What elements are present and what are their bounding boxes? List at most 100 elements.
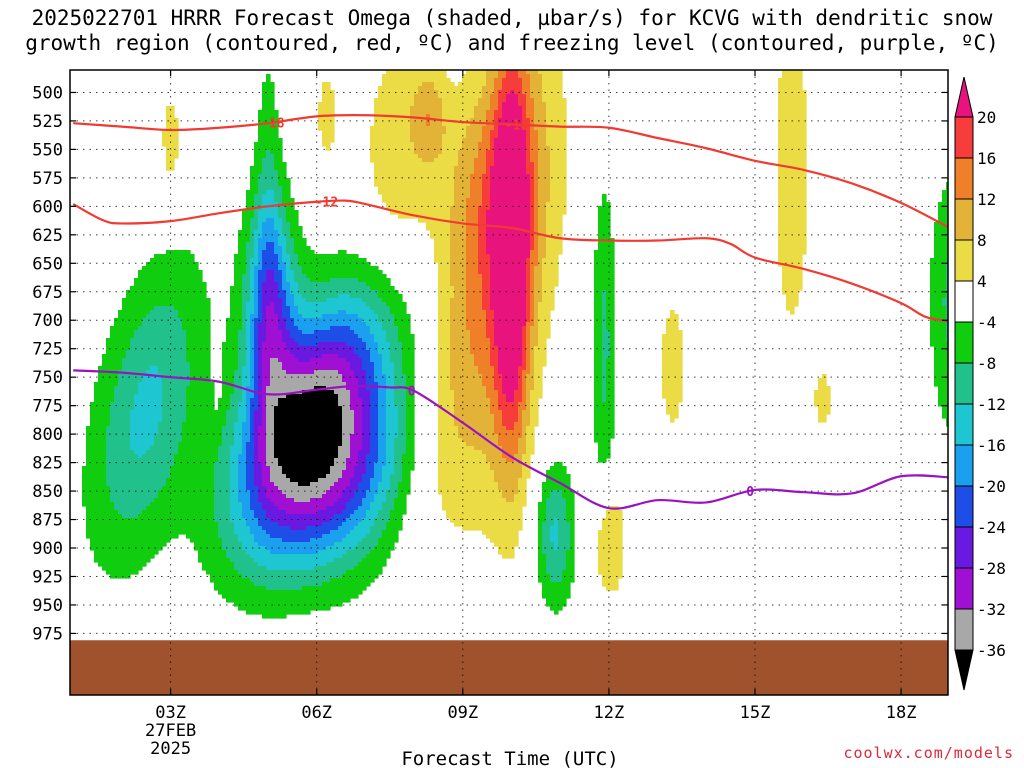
omega-cell: [202, 462, 207, 467]
omega-cell: [290, 502, 295, 507]
omega-cell: [286, 338, 291, 343]
omega-cell: [242, 486, 247, 491]
omega-cell: [254, 542, 259, 547]
omega-cell: [230, 366, 235, 371]
omega-cell: [270, 530, 275, 535]
omega-cell: [270, 242, 275, 247]
omega-cell: [266, 442, 271, 447]
omega-cell: [310, 490, 315, 495]
omega-cell: [118, 478, 123, 483]
omega-cell: [102, 510, 107, 515]
omega-cell: [98, 542, 103, 547]
omega-cell: [170, 330, 175, 335]
omega-cell: [142, 442, 147, 447]
omega-cell: [278, 138, 283, 143]
omega-cell: [254, 254, 259, 259]
omega-cell: [142, 310, 147, 315]
omega-cell: [250, 550, 255, 555]
omega-cell: [178, 326, 183, 331]
omega-cell: [162, 274, 167, 279]
omega-cell: [150, 358, 155, 363]
omega-cell: [98, 470, 103, 475]
omega-cell: [290, 562, 295, 567]
omega-cell: [210, 554, 215, 559]
omega-cell: [254, 286, 259, 291]
omega-cell: [278, 474, 283, 479]
omega-cell: [202, 518, 207, 523]
omega-cell: [202, 434, 207, 439]
omega-cell: [294, 350, 299, 355]
omega-cell: [266, 86, 271, 91]
omega-cell: [274, 594, 279, 599]
omega-cell: [138, 486, 143, 491]
omega-cell: [278, 606, 283, 611]
omega-cell: [246, 350, 251, 355]
omega-cell: [294, 518, 299, 523]
omega-cell: [238, 234, 243, 239]
omega-cell: [250, 210, 255, 215]
omega-cell: [198, 350, 203, 355]
omega-cell: [166, 314, 171, 319]
omega-cell: [322, 550, 327, 555]
omega-cell: [274, 310, 279, 315]
omega-cell: [294, 510, 299, 515]
omega-cell: [282, 486, 287, 491]
omega-cell: [258, 238, 263, 243]
omega-cell: [110, 374, 115, 379]
omega-cell: [194, 478, 199, 483]
omega-cell: [94, 390, 99, 395]
omega-cell: [274, 326, 279, 331]
omega-cell: [322, 102, 327, 107]
omega-cell: [270, 578, 275, 583]
omega-cell: [274, 426, 279, 431]
omega-cell: [298, 238, 303, 243]
omega-cell: [314, 486, 319, 491]
omega-cell: [262, 398, 267, 403]
omega-cell: [146, 262, 151, 267]
omega-cell: [114, 478, 119, 483]
omega-cell: [234, 506, 239, 511]
omega-cell: [242, 266, 247, 271]
omega-cell: [202, 566, 207, 571]
omega-cell: [274, 518, 279, 523]
omega-cell: [106, 378, 111, 383]
omega-cell: [226, 514, 231, 519]
omega-cell: [134, 386, 139, 391]
omega-cell: [278, 342, 283, 347]
omega-cell: [110, 418, 115, 423]
omega-cell: [250, 198, 255, 203]
omega-cell: [158, 282, 163, 287]
omega-cell: [202, 558, 207, 563]
omega-cell: [170, 510, 175, 515]
omega-cell: [150, 502, 155, 507]
omega-cell: [258, 378, 263, 383]
omega-cell: [310, 518, 315, 523]
omega-cell: [270, 510, 275, 515]
omega-cell: [282, 530, 287, 535]
omega-cell: [278, 486, 283, 491]
omega-cell: [250, 394, 255, 399]
omega-cell: [242, 274, 247, 279]
omega-cell: [182, 458, 187, 463]
omega-cell: [322, 402, 327, 407]
omega-cell: [234, 278, 239, 283]
omega-cell: [178, 302, 183, 307]
omega-cell: [322, 514, 327, 519]
omega-cell: [202, 294, 207, 299]
omega-cell: [166, 298, 171, 303]
omega-cell: [302, 370, 307, 375]
omega-cell: [150, 306, 155, 311]
omega-cell: [246, 230, 251, 235]
omega-cell: [218, 550, 223, 555]
omega-cell: [318, 358, 323, 363]
omega-cell: [290, 558, 295, 563]
omega-cell: [198, 330, 203, 335]
omega-cell: [206, 302, 211, 307]
omega-cell: [242, 242, 247, 247]
omega-cell: [82, 486, 87, 491]
omega-cell: [290, 466, 295, 471]
omega-cell: [310, 302, 315, 307]
omega-cell: [122, 366, 127, 371]
omega-cell: [258, 186, 263, 191]
omega-cell: [298, 474, 303, 479]
